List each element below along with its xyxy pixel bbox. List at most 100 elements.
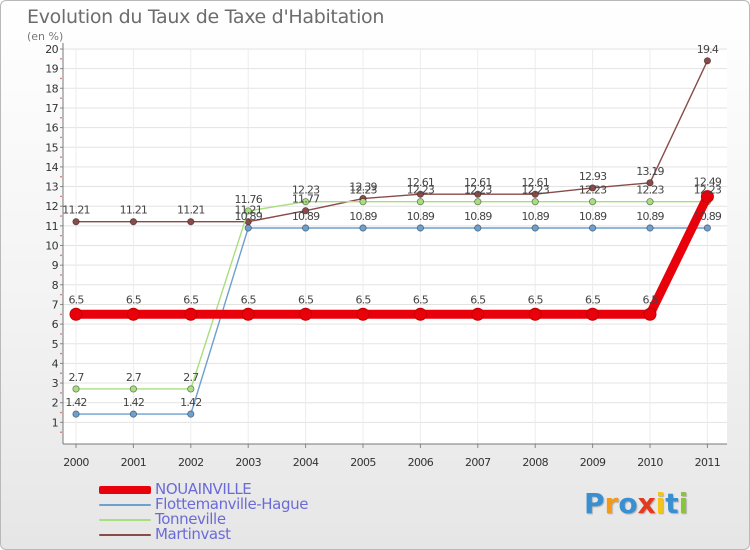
y-tick-label: 20 [45, 43, 58, 56]
series-line-martinvast [75, 60, 709, 223]
y-tick-label: 5 [52, 338, 59, 351]
data-point [413, 307, 427, 321]
x-tick-label: 2001 [121, 456, 147, 469]
data-point [703, 57, 712, 65]
y-tick-label: 19 [45, 63, 58, 76]
data-point [187, 218, 195, 226]
data-label: 10.89 [694, 210, 722, 223]
data-label: 12.23 [636, 184, 664, 197]
x-tick-label: 2008 [522, 456, 548, 469]
data-label: 13.19 [636, 165, 664, 178]
y-minor-mark [60, 215, 62, 217]
logo-letter: i [678, 487, 689, 520]
data-point [301, 224, 310, 232]
data-label: 11.76 [234, 193, 262, 206]
series [69, 57, 714, 418]
y-tick-label: 9 [52, 259, 59, 272]
data-label: 6.5 [585, 293, 601, 306]
logo-letter: t [665, 487, 679, 520]
data-label: 6.5 [126, 293, 142, 306]
data-point [531, 190, 539, 198]
y-minor-mark [60, 274, 62, 276]
data-point [588, 184, 597, 192]
legend-swatch [99, 534, 151, 536]
data-label: 12.61 [407, 176, 435, 189]
data-point [241, 307, 255, 321]
data-label: 6.5 [642, 293, 658, 306]
data-label: 6.5 [413, 293, 429, 306]
data-label: 10.89 [636, 210, 664, 223]
y-minor-mark [60, 254, 62, 257]
data-label: 6.5 [355, 293, 371, 306]
data-point [528, 307, 542, 321]
data-point [69, 307, 83, 321]
logo-letter: r [604, 487, 619, 520]
y-tick-label: 1 [52, 416, 58, 429]
legend-label: Tonneville [155, 510, 226, 528]
data-label: 12.61 [464, 176, 492, 189]
y-tick-label: 2 [52, 397, 58, 410]
data-label: 12.23 [349, 184, 377, 197]
y-minor-mark [60, 431, 62, 433]
y-minor-mark [60, 97, 62, 99]
data-point [646, 198, 654, 206]
legend-label: NOUAINVILLE [155, 480, 252, 498]
y-tick-label: 18 [45, 82, 58, 95]
data-point [72, 385, 80, 393]
x-tick-label: 2005 [350, 456, 376, 469]
series-line-flottemanville-hague [75, 227, 709, 415]
y-tick-label: 3 [52, 377, 59, 390]
data-point [643, 307, 657, 321]
data-point [588, 224, 597, 232]
y-minor-mark [60, 392, 62, 394]
data-label: 6.5 [183, 293, 199, 306]
y-minor-mark [60, 175, 62, 178]
logo-letter: i [655, 487, 666, 520]
data-label: 12.61 [521, 176, 549, 189]
y-minor-mark [60, 352, 62, 355]
y-tick-label: 17 [45, 102, 58, 115]
x-tick-label: 2009 [580, 456, 606, 469]
legend-swatch [99, 519, 151, 521]
data-point [471, 307, 485, 321]
data-label: 19.4 [697, 43, 719, 56]
data-label: 6.5 [528, 293, 544, 306]
x-tick-label: 2000 [63, 456, 89, 469]
data-point [129, 385, 137, 393]
y-minor-mark [60, 116, 62, 119]
data-point [129, 218, 137, 226]
y-tick-label: 12 [45, 200, 58, 213]
unit-label: (en %) [27, 30, 64, 43]
data-point [646, 224, 654, 232]
data-label: 11.21 [177, 204, 205, 217]
y-minor-mark [60, 136, 62, 139]
data-label: 10.89 [579, 210, 607, 223]
x-tick-label: 2002 [178, 456, 204, 469]
data-point [299, 307, 313, 321]
legend-label: Martinvast [155, 525, 231, 543]
y-minor-mark [60, 313, 62, 316]
data-label: 2.7 [126, 371, 142, 384]
x-tick-label: 2003 [235, 456, 261, 469]
grid [63, 48, 727, 444]
data-label: 12.23 [292, 184, 320, 197]
y-tick-label: 7 [52, 298, 59, 311]
y-tick-label: 10 [45, 240, 58, 253]
data-point [359, 224, 367, 232]
x-tick-label: 2011 [695, 456, 721, 469]
data-point [301, 207, 310, 215]
data-point [646, 179, 654, 187]
data-point [72, 410, 80, 418]
y-minor-mark [60, 333, 62, 335]
data-point [416, 190, 424, 198]
y-minor-mark [60, 293, 62, 296]
data-label: 10.89 [292, 210, 320, 223]
legend-swatch [99, 486, 151, 494]
data-label: 10.89 [521, 210, 549, 223]
logo-letter: x [637, 487, 656, 520]
logo-letter: o [618, 487, 638, 520]
y-minor-mark [60, 411, 62, 414]
data-point [301, 198, 310, 206]
